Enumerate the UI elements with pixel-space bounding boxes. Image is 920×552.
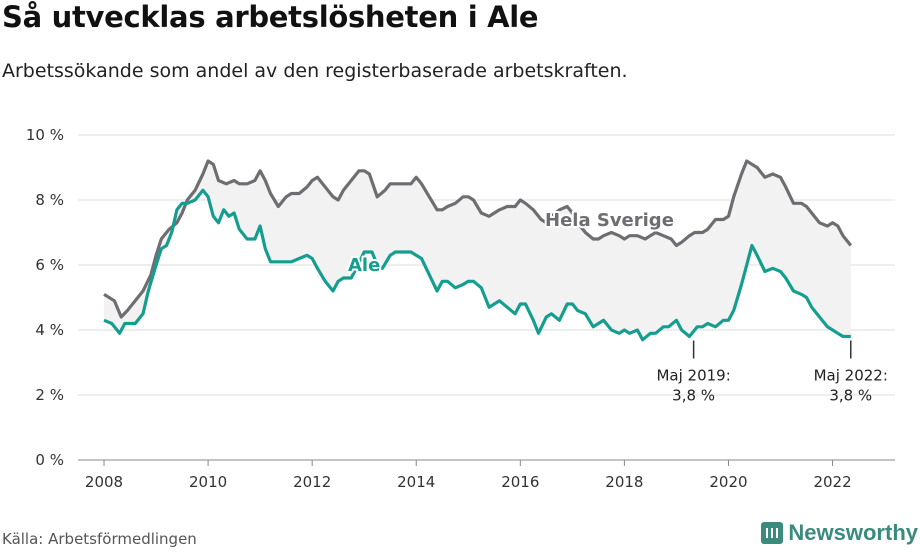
- series-line-hela-sverige: [103, 159, 853, 319]
- x-tick-label: 2012: [293, 473, 331, 491]
- x-tick-label: 2016: [501, 473, 539, 491]
- logo-chart-icon: [761, 522, 784, 544]
- newsworthy-logo: Newsworthy: [761, 520, 918, 546]
- y-tick-label: 8 %: [35, 191, 64, 209]
- x-tick-label: 2010: [189, 473, 227, 491]
- annotations: Maj 2019: 3,8 % Maj 2022: 3,8 %: [656, 340, 888, 405]
- series-label-ale-halo: Ale: [348, 255, 380, 276]
- series-label-hela-sverige-halo: Hela Sverige: [545, 210, 674, 231]
- axes: 0 % 2 % 4 % 6 % 8 % 10 % 2008 2010 2012 2014 2016 2…: [26, 126, 852, 491]
- annotation-value: 3,8 %: [829, 387, 872, 405]
- y-tick-label: 2 %: [35, 386, 64, 404]
- y-tick-label: 6 %: [35, 256, 64, 274]
- source-note: Källa: Arbetsförmedlingen: [2, 530, 197, 548]
- series-line-ale: [103, 188, 851, 342]
- annotation-date: Maj 2019:: [656, 367, 730, 385]
- y-tick-label: 0 %: [35, 451, 64, 469]
- x-tick-label: 2014: [397, 473, 435, 491]
- difference-band: [104, 161, 851, 340]
- series-lines: [103, 159, 853, 342]
- y-tick-label: 10 %: [26, 126, 64, 144]
- logo-text: Newsworthy: [788, 520, 918, 545]
- x-tick-label: 2022: [813, 473, 851, 491]
- series-label-ale-text: Ale: [348, 255, 380, 276]
- annotation-value: 3,8 %: [672, 387, 715, 405]
- x-tick-label: 2018: [605, 473, 643, 491]
- x-tick-label: 2020: [709, 473, 747, 491]
- series-label-hela-sverige-text: Hela Sverige: [545, 210, 674, 231]
- chart-subtitle: Arbetssökande som andel av den registerb…: [2, 60, 628, 82]
- y-tick-label: 4 %: [35, 321, 64, 339]
- chart-title: Så utvecklas arbetslösheten i Ale: [2, 0, 539, 34]
- annotation-date: Maj 2022:: [814, 367, 888, 385]
- x-tick-label: 2008: [85, 473, 123, 491]
